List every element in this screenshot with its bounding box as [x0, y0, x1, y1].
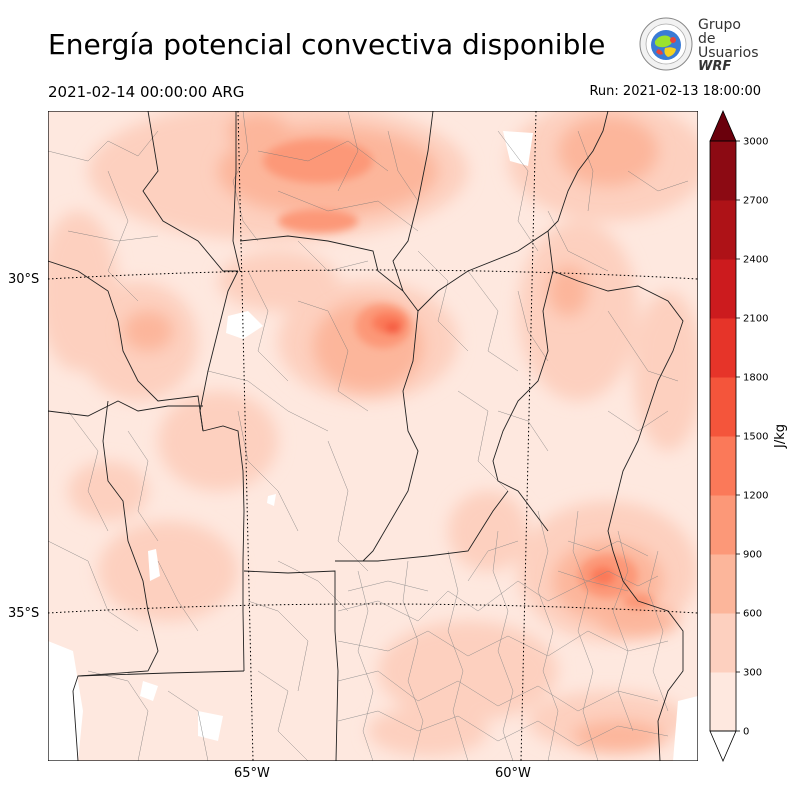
colorbar-band [710, 613, 736, 673]
colorbar-tick-label: 1200 [743, 491, 768, 502]
colorbar-band [710, 554, 736, 614]
province-boundaries [48, 111, 684, 761]
colorbar-band [710, 495, 736, 555]
lon-label-60w: 60°W [495, 766, 531, 781]
partido-boundaries [337, 510, 669, 761]
colorbar-band [710, 200, 736, 260]
graticule [48, 111, 698, 761]
colorbar-tick-label: 300 [743, 668, 762, 679]
colorbar-tick-label: 1500 [743, 432, 768, 443]
map-title: Energía potencial convectiva disponible [48, 28, 606, 61]
globe-icon [639, 17, 693, 71]
cape-map [48, 111, 698, 761]
logo-line-1: Grupo de [698, 17, 741, 47]
colorbar-extend-min [709, 730, 737, 763]
lat-label-35s: 35°S [8, 606, 40, 621]
colorbar: 0 300 600 900 1200 1500 1800 2100 2400 2700 3000 J… [709, 110, 788, 763]
colorbar-tick-label: 600 [743, 609, 762, 620]
lat-label-30s: 30°S [8, 272, 40, 287]
colorbar-tick-label: 2100 [743, 314, 768, 325]
cape-zero-gaps [48, 131, 698, 761]
colorbar-unit-label: J/kg [773, 424, 788, 449]
lon-label-65w: 65°W [234, 766, 270, 781]
colorbar-tick-label: 2400 [743, 255, 768, 266]
colorbar-band [710, 259, 736, 319]
valid-time: 2021-02-14 00:00:00 ARG [48, 83, 245, 101]
colorbar-tick-label: 0 [743, 727, 749, 738]
colorbar-band [710, 141, 736, 201]
run-time: Run: 2021-02-13 18:00:00 [589, 84, 761, 99]
colorbar-band [710, 436, 736, 496]
wrf-users-logo: Grupo de Usuarios WRF [638, 16, 759, 74]
colorbar-tick-label: 900 [743, 550, 762, 561]
colorbar-band [710, 672, 736, 732]
department-boundaries [48, 111, 689, 761]
colorbar-band [710, 318, 736, 378]
colorbar-tick-label: 1800 [743, 373, 768, 384]
logo-line-3: WRF [698, 59, 732, 74]
colorbar-band [710, 377, 736, 437]
colorbar-extend-max [709, 110, 737, 142]
logo-line-2: Usuarios [698, 45, 759, 61]
colorbar-tick-label: 3000 [743, 137, 768, 148]
colorbar-tick-label: 2700 [743, 196, 768, 207]
